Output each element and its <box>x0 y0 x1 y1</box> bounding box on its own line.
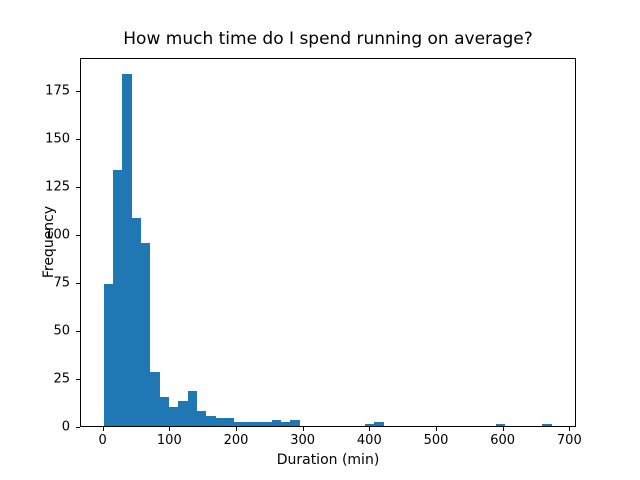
x-tick-label: 100 <box>156 433 182 448</box>
y-tick-mark <box>76 282 80 284</box>
y-tick-label: 50 <box>53 323 70 339</box>
x-tick-label: 0 <box>98 433 107 448</box>
y-tick-label: 25 <box>53 371 70 387</box>
histogram-bar <box>187 391 197 426</box>
y-tick-mark <box>76 186 80 188</box>
y-tick-mark <box>76 90 80 92</box>
x-tick-mark <box>569 427 571 431</box>
x-tick-label: 200 <box>223 433 249 448</box>
y-tick-label: 75 <box>53 275 70 291</box>
histogram-bar <box>365 424 375 426</box>
histogram-bar <box>542 424 552 426</box>
x-tick-mark <box>169 427 171 431</box>
y-tick-label: 175 <box>45 83 70 99</box>
x-tick-mark <box>102 427 104 431</box>
histogram-bar <box>103 283 113 426</box>
plot-area <box>81 59 575 426</box>
histogram-bar <box>150 372 160 426</box>
x-tick-mark <box>302 427 304 431</box>
histogram-bar <box>374 422 384 426</box>
histogram-bar <box>290 420 300 426</box>
histogram-bar <box>141 243 151 426</box>
x-tick-mark <box>502 427 504 431</box>
x-tick-label: 300 <box>290 433 316 448</box>
y-tick-label: 125 <box>45 179 70 195</box>
axes <box>80 58 576 427</box>
x-tick-mark <box>369 427 371 431</box>
histogram-bar <box>225 418 235 426</box>
histogram-bar <box>271 420 281 426</box>
y-axis-label-text: Frequency <box>41 205 57 279</box>
histogram-bar <box>169 406 179 426</box>
histogram-bar <box>159 397 169 426</box>
histogram-bar <box>215 418 225 426</box>
histogram-bar <box>113 170 123 426</box>
y-tick-mark <box>76 138 80 140</box>
x-axis-label: Duration (min) <box>276 452 380 468</box>
histogram-bar <box>262 422 272 426</box>
histogram-bar <box>243 422 253 426</box>
histogram-bar <box>234 422 244 426</box>
histogram-bar <box>131 218 141 426</box>
x-tick-mark <box>236 427 237 431</box>
histogram-bar <box>495 424 505 426</box>
x-tick-mark <box>436 427 437 431</box>
x-tick-label: 400 <box>356 433 382 448</box>
y-tick-mark <box>76 330 80 332</box>
y-tick-label: 100 <box>45 227 70 243</box>
histogram-bar <box>197 410 207 426</box>
y-tick-mark <box>76 378 80 380</box>
histogram-bar <box>253 422 263 426</box>
histogram-bar <box>206 416 216 426</box>
histogram-bar <box>122 74 132 426</box>
x-tick-label: 600 <box>490 433 516 448</box>
chart-title: How much time do I spend running on aver… <box>123 29 533 49</box>
y-tick-mark <box>76 234 80 236</box>
y-tick-mark <box>76 427 80 428</box>
x-tick-label: 700 <box>556 433 582 448</box>
histogram-bar <box>281 422 291 426</box>
y-tick-label: 150 <box>45 131 70 147</box>
x-tick-label: 500 <box>423 433 449 448</box>
y-tick-label: 0 <box>61 419 70 435</box>
histogram-bar <box>178 401 188 426</box>
